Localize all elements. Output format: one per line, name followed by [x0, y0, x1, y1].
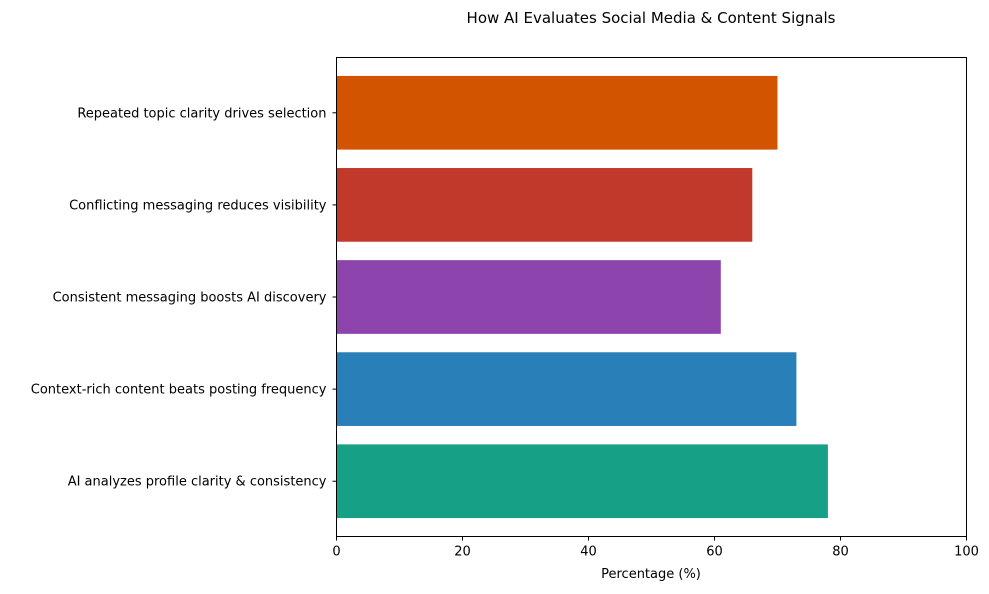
x-tick-label: 40	[580, 545, 597, 560]
bar	[336, 75, 778, 150]
x-tick-label: 100	[954, 545, 979, 560]
y-tick-label: Conflicting messaging reduces visibility	[69, 198, 327, 213]
x-axis: 0 20 40 60 80 100	[332, 536, 979, 560]
y-tick-label: Repeated topic clarity drives selection	[77, 106, 326, 121]
x-axis-label: Percentage (%)	[601, 567, 701, 582]
bar	[336, 168, 753, 242]
x-tick-label: 60	[706, 545, 723, 560]
y-axis: AI analyzes profile clarity & consistenc…	[31, 106, 337, 490]
bars-layer	[336, 75, 828, 519]
y-tick-label: AI analyzes profile clarity & consistenc…	[68, 475, 327, 490]
x-tick-label: 0	[332, 545, 340, 560]
x-tick-label: 20	[454, 545, 471, 560]
bar	[336, 444, 828, 519]
chart-title: How AI Evaluates Social Media & Content …	[467, 9, 836, 27]
bar	[336, 260, 721, 334]
x-tick-label: 80	[832, 545, 849, 560]
y-tick-label: Context-rich content beats posting frequ…	[31, 383, 327, 398]
bar	[336, 352, 797, 426]
y-tick-label: Consistent messaging boosts AI discovery	[53, 291, 327, 306]
